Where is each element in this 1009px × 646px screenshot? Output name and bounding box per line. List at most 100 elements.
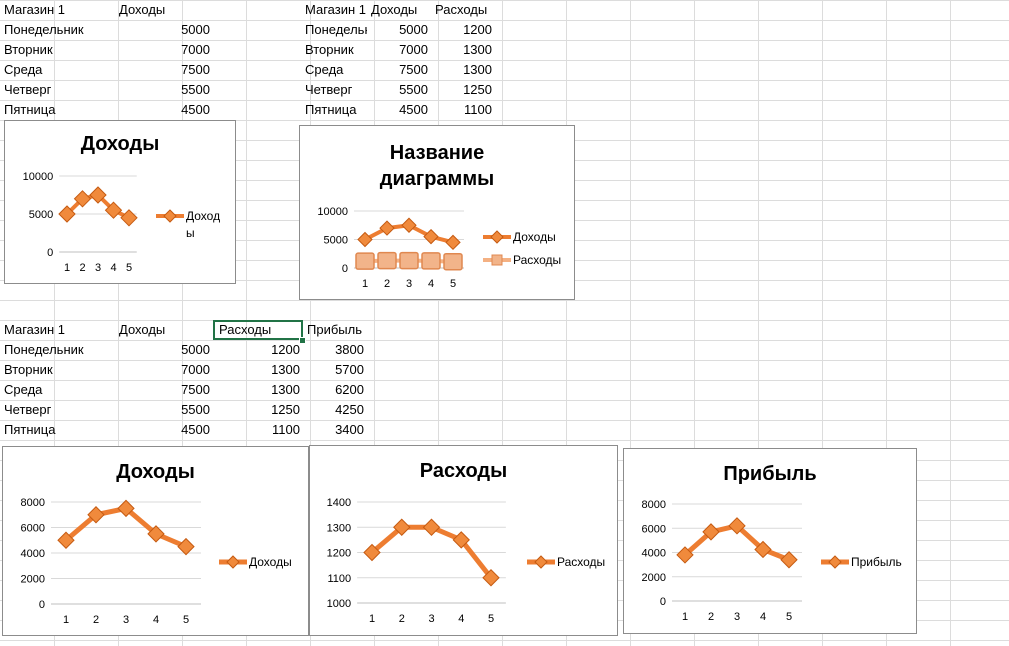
table-cell[interactable]: Четверг <box>4 402 52 417</box>
table-cell[interactable]: 1200 <box>271 342 300 357</box>
table-cell[interactable]: Понедельник <box>305 22 367 37</box>
table-cell[interactable]: Четверг <box>4 82 52 97</box>
header-cell[interactable]: Доходы <box>371 2 418 17</box>
table-cell[interactable]: Пятница <box>4 102 56 117</box>
data-point <box>421 252 441 270</box>
data-point <box>89 186 107 204</box>
x-tick-label: 4 <box>110 262 116 274</box>
table-cell[interactable]: 1300 <box>271 382 300 397</box>
table-cell[interactable]: 1100 <box>272 422 300 437</box>
legend-label: Доходы <box>249 555 292 569</box>
chart-plot: 0 2000 4000 6000 8000 1 2 3 4 5 Доходы <box>21 497 292 626</box>
y-tick-label: 2000 <box>21 574 45 586</box>
table-cell[interactable]: 3400 <box>335 422 364 437</box>
table-cell[interactable]: Вторник <box>305 42 354 57</box>
table-cell[interactable]: Среда <box>4 62 43 77</box>
y-tick-label: 4000 <box>21 548 45 560</box>
chart-dohody[interactable]: Доходы 0 2000 4000 6000 8000 1 2 3 4 5 Доходы <box>2 446 309 636</box>
table-cell[interactable]: 1300 <box>463 62 492 77</box>
legend-marker <box>163 209 177 223</box>
x-tick-label: 2 <box>708 611 714 623</box>
table-cell[interactable]: 7500 <box>399 62 428 77</box>
table-cell[interactable]: 4250 <box>335 402 364 417</box>
chart-title: Расходы <box>419 460 508 482</box>
legend-entry: Доходы <box>483 230 556 244</box>
table-cell[interactable]: 5500 <box>181 402 210 417</box>
header-cell[interactable]: Магазин 1 <box>305 2 366 17</box>
chart-rashody[interactable]: Расходы 1000 1100 1200 1300 1400 1 2 3 4 5 Расходы <box>309 445 618 636</box>
table-cell[interactable]: 4500 <box>181 422 210 437</box>
table-cell[interactable]: Понедельник <box>4 342 84 357</box>
table-cell[interactable]: Пятница <box>305 102 357 117</box>
data-point <box>754 540 772 559</box>
table-cell[interactable]: 7000 <box>181 42 210 57</box>
table-cell[interactable]: 5500 <box>181 82 210 97</box>
table-cell[interactable]: Четверг <box>305 82 353 97</box>
table-cell[interactable]: 1250 <box>463 82 492 97</box>
header-cell[interactable]: Магазин 1 <box>4 2 65 17</box>
table-cell[interactable]: 7000 <box>181 362 210 377</box>
selected-cell[interactable]: Расходы <box>213 320 303 340</box>
data-point <box>87 506 105 524</box>
x-tick-label: 3 <box>406 278 412 290</box>
table-cell[interactable]: Среда <box>4 382 43 397</box>
x-tick-label: 1 <box>369 613 375 625</box>
header-cell[interactable]: Расходы <box>435 2 488 17</box>
data-point <box>147 525 165 543</box>
table-cell[interactable]: 1300 <box>271 362 300 377</box>
chart-dohody-small[interactable]: Доход ы 0 5000 10000 1 2 3 4 5 Доход ы <box>4 120 236 284</box>
table-cell[interactable]: Среда <box>305 62 344 77</box>
series-Доходы <box>357 217 461 251</box>
y-tick-label: 0 <box>660 596 666 608</box>
header-cell[interactable]: Прибыль <box>307 322 362 337</box>
table-cell[interactable]: Понедельник <box>4 22 84 37</box>
x-tick-label: 5 <box>183 614 189 626</box>
table-cell[interactable]: Вторник <box>4 362 53 377</box>
data-point <box>676 546 694 564</box>
table-cell[interactable]: 4500 <box>399 102 428 117</box>
table-cell[interactable]: 4500 <box>181 102 210 117</box>
header-cell[interactable]: Доходы <box>119 322 166 337</box>
table-cell[interactable]: 1100 <box>464 102 492 117</box>
y-tick-label: 1000 <box>327 598 351 610</box>
header-cell[interactable]: Магазин 1 <box>4 322 65 337</box>
table-cell[interactable]: 7500 <box>181 62 210 77</box>
y-tick-label: 4000 <box>642 548 666 560</box>
legend-marker <box>490 230 504 244</box>
data-point <box>482 569 500 587</box>
table-cell[interactable]: 5000 <box>181 22 210 37</box>
table-cell[interactable]: 1300 <box>463 42 492 57</box>
y-tick-label: 10000 <box>317 206 348 218</box>
data-point <box>357 231 373 248</box>
x-tick-label: 5 <box>786 611 792 623</box>
x-tick-label: 3 <box>123 614 129 626</box>
table-cell[interactable]: 5000 <box>399 22 428 37</box>
table-cell[interactable]: 1200 <box>463 22 492 37</box>
table-cell[interactable]: 7500 <box>181 382 210 397</box>
table-cell[interactable]: 5500 <box>399 82 428 97</box>
x-tick-label: 2 <box>399 613 405 625</box>
fill-handle[interactable] <box>299 337 306 344</box>
header-cell[interactable]: Доходы <box>119 2 166 17</box>
chart-title: Доходы <box>116 461 195 483</box>
table-cell[interactable]: 7000 <box>399 42 428 57</box>
data-point <box>728 517 746 535</box>
legend-entry: Доходы <box>156 209 220 240</box>
data-point <box>73 190 92 208</box>
legend-label: Расходы <box>557 555 605 569</box>
table-cell[interactable]: 1250 <box>271 402 300 417</box>
data-point <box>379 220 395 236</box>
chart-pribyl[interactable]: Прибыль 0 2000 4000 6000 8000 1 2 3 4 5 Прибыль <box>623 448 917 634</box>
chart-nazvanie-diagrammy[interactable]: Название диаграммы 0 5000 10000 1 2 3 4 5 Доходы… <box>299 125 575 300</box>
data-point <box>377 251 397 270</box>
table-cell[interactable]: 6200 <box>335 382 364 397</box>
table-cell[interactable]: 5700 <box>335 362 364 377</box>
table-cell[interactable]: 3800 <box>335 342 364 357</box>
x-tick-label: 5 <box>488 613 494 625</box>
y-tick-label: 8000 <box>642 499 666 511</box>
table-cell[interactable]: Вторник <box>4 42 53 57</box>
legend-label: ы <box>186 226 195 240</box>
table-cell[interactable]: 5000 <box>181 342 210 357</box>
x-tick-label: 2 <box>79 262 85 274</box>
table-cell[interactable]: Пятница <box>4 422 56 437</box>
